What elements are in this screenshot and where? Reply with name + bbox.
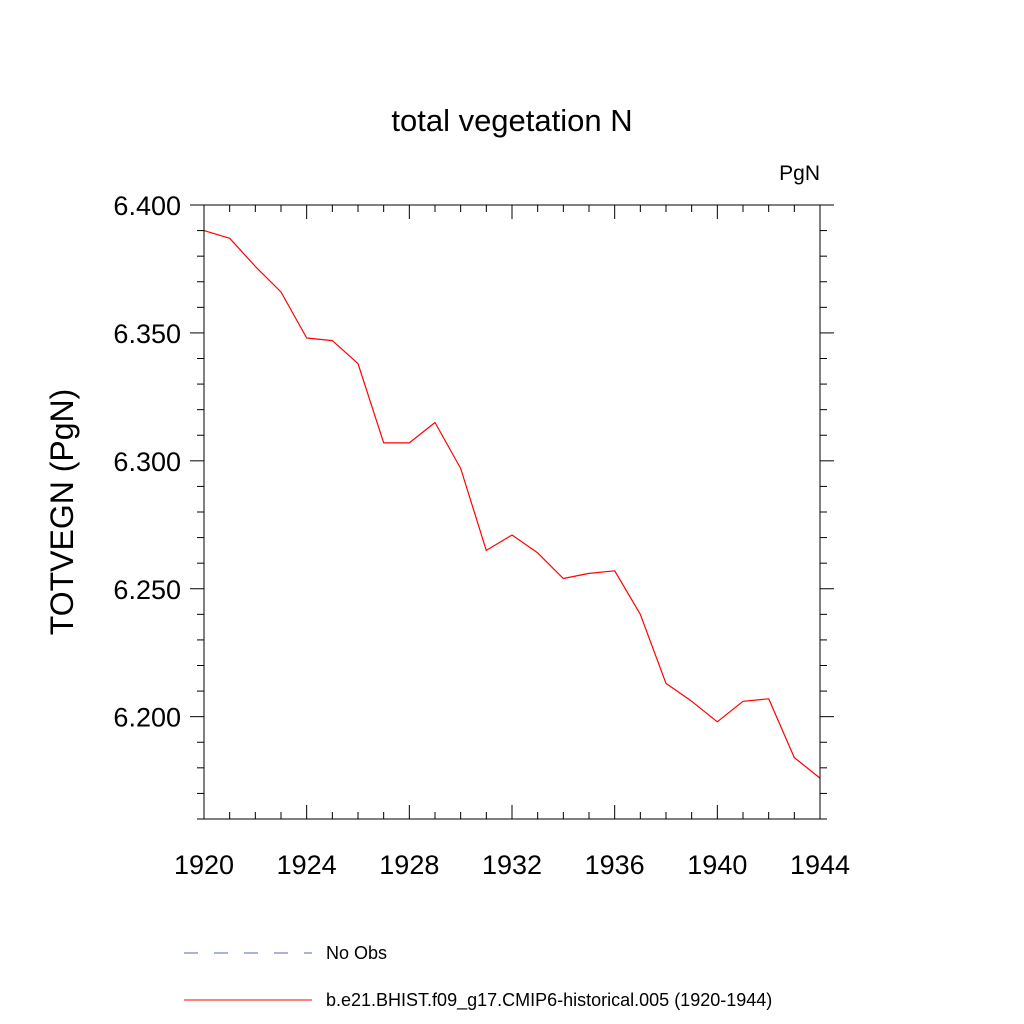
y-tick-label: 6.200 (113, 703, 181, 733)
x-tick-label: 1936 (585, 850, 645, 880)
x-tick-label: 1920 (174, 850, 234, 880)
y-axis-label: TOTVEGN (PgN) (44, 389, 80, 636)
y-tick-label: 6.300 (113, 447, 181, 477)
y-tick-label: 6.400 (113, 191, 181, 221)
x-tick-label: 1944 (790, 850, 850, 880)
x-tick-label: 1940 (687, 850, 747, 880)
x-tick-label: 1928 (379, 850, 439, 880)
legend-label: No Obs (326, 943, 387, 963)
series-lines (203, 230, 821, 779)
units-label: PgN (779, 162, 820, 185)
y-tick-label: 6.350 (113, 319, 181, 349)
axis-ticks (190, 204, 834, 820)
x-tick-label: 1924 (277, 850, 337, 880)
axis-tick-labels: 1920 1924 1928 1932 1936 1940 1944 6.200 6.250 6.… (113, 191, 850, 880)
y-tick-label: 6.250 (113, 575, 181, 605)
x-tick-label: 1932 (482, 850, 542, 880)
plot-frame (203, 204, 821, 820)
chart-title: total vegetation N (391, 103, 632, 138)
legend: No Obs b.e21.BHIST.f09_g17.CMIP6-historic… (184, 943, 772, 1011)
legend-label: b.e21.BHIST.f09_g17.CMIP6-historical.005… (326, 990, 772, 1011)
series-line (203, 230, 821, 779)
